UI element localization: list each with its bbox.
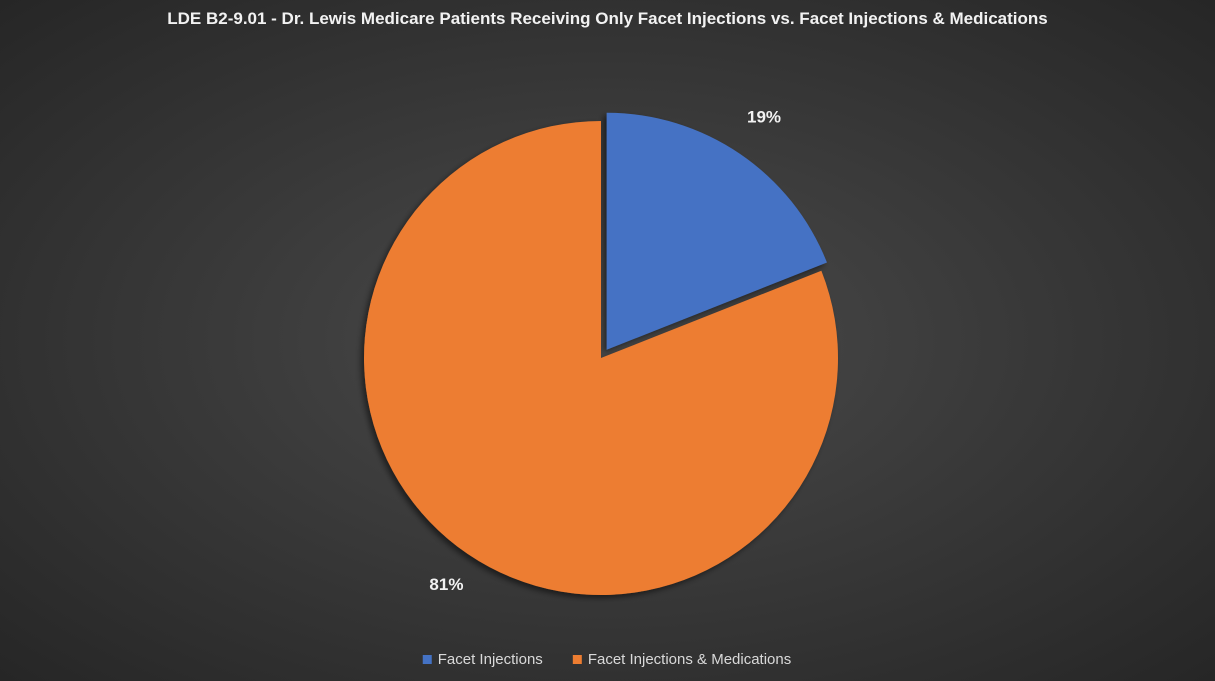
pie-slice	[364, 120, 839, 596]
legend-swatch	[572, 655, 582, 664]
chart-title: LDE B2-9.01 - Dr. Lewis Medicare Patient…	[167, 9, 1048, 28]
legend-label: Facet Injections & Medications	[588, 651, 791, 668]
data-label: 81%	[429, 575, 463, 594]
pie-slice	[606, 112, 827, 350]
legend-label: Facet Injections	[438, 651, 543, 668]
data-label: 19%	[747, 108, 781, 127]
legend-swatch	[422, 655, 432, 664]
